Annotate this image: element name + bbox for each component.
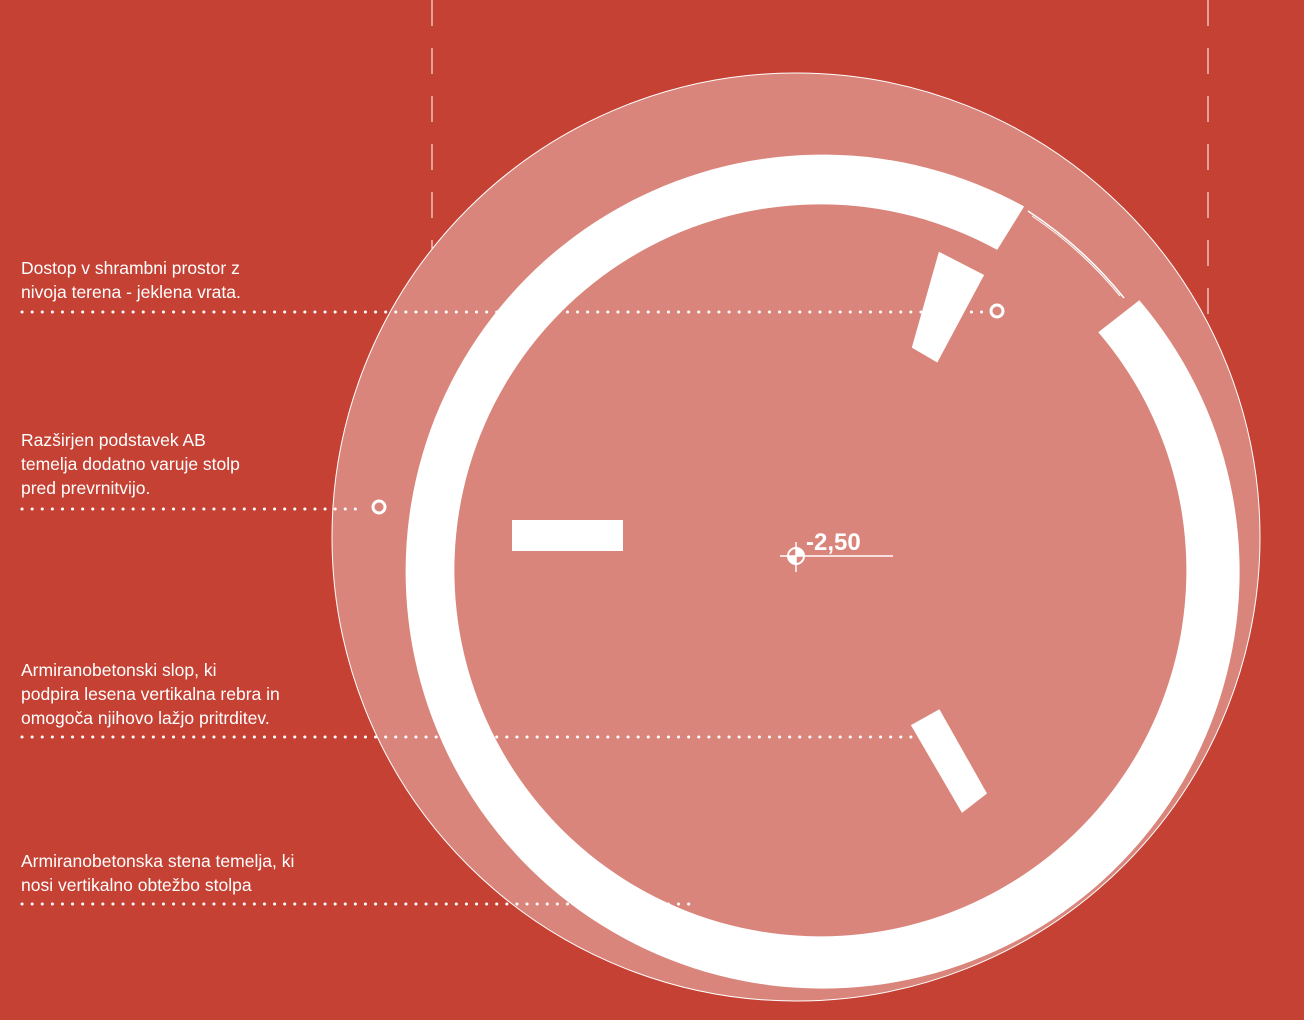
annotation-pilaster: Armiranobetonski slop, ki podpira lesena… (21, 660, 280, 728)
pilaster-lower-right (910, 709, 987, 813)
leader-marker-door (989, 303, 1005, 319)
leader-marker-footing (371, 499, 387, 515)
elevation-marker: -2,50 (780, 529, 893, 572)
pilaster-upper-right (911, 251, 985, 363)
pilaster-left (512, 520, 623, 551)
annotation-wall: Armiranobetonska stena temelja, ki nosi … (21, 851, 295, 895)
elevation-value: -2,50 (806, 529, 861, 556)
leader-marker-pilaster (919, 732, 929, 742)
door-swing-arc (1027, 210, 1125, 299)
annotation-footing: Razširjen podstavek AB temelja dodatno v… (21, 430, 240, 498)
door-swing-arc-inner (1031, 215, 1121, 297)
annotation-door: Dostop v shrambni prostor z nivoja teren… (21, 258, 241, 302)
